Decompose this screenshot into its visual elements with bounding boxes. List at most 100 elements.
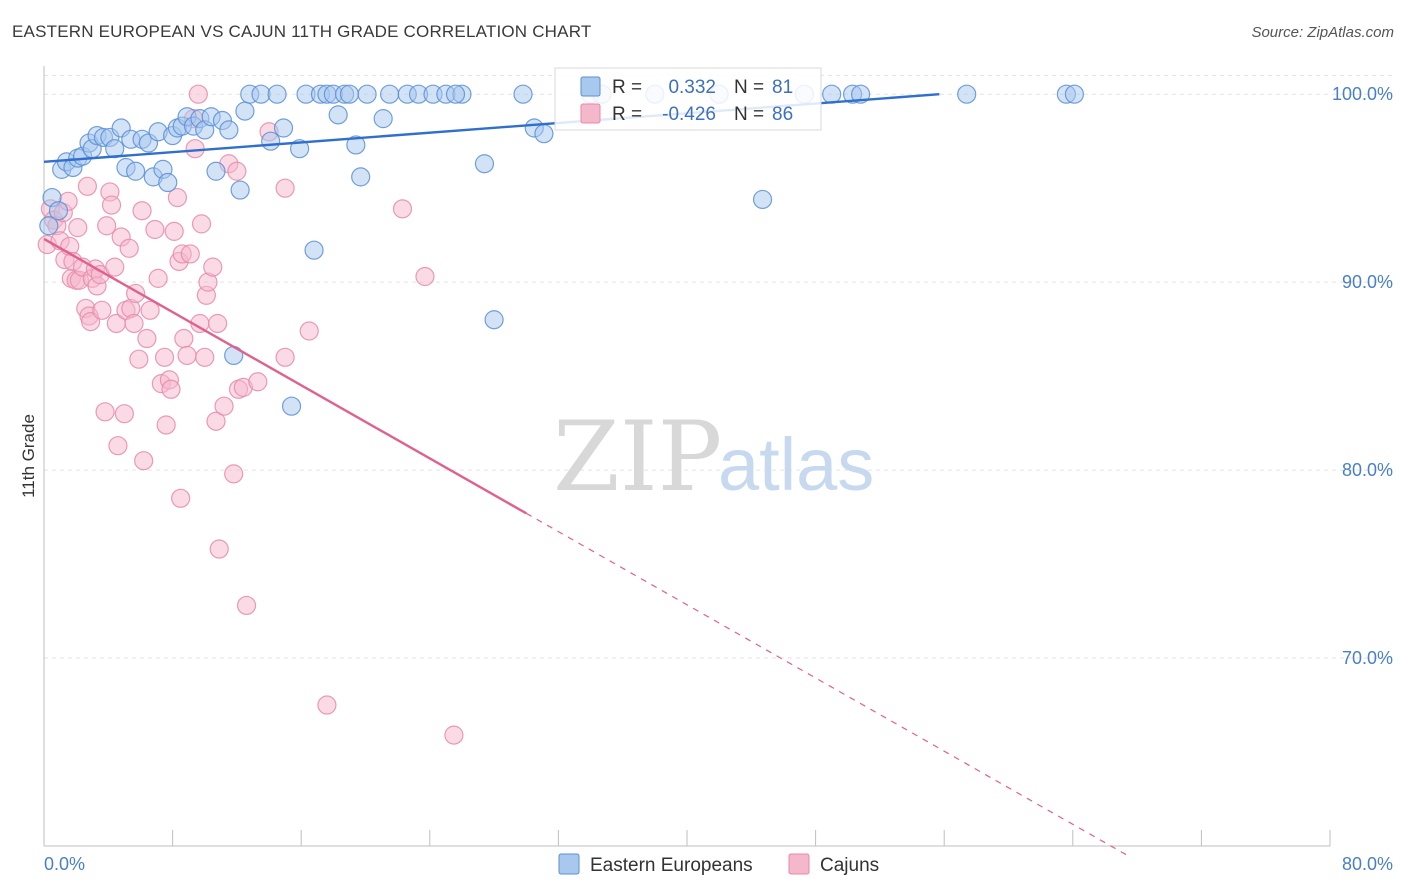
eastern-europeans-point — [1064, 84, 1085, 104]
cajuns-point — [317, 695, 337, 715]
x-axis-ticks — [43, 830, 1331, 846]
eastern-europeans-point — [752, 189, 773, 210]
eastern-europeans-point — [281, 396, 302, 416]
eastern-europeans-point — [48, 201, 69, 221]
legend-r-value-2: -0.426 — [662, 104, 716, 125]
eastern-europeans-point — [230, 180, 250, 200]
watermark-atlas: atlas — [718, 423, 874, 506]
cajuns-point — [154, 347, 175, 367]
cajuns-point — [164, 221, 184, 241]
eastern-europeans-point — [534, 124, 554, 144]
legend-r-label-1: R = — [612, 77, 642, 98]
cajuns-point — [188, 84, 208, 104]
cajuns-point — [77, 176, 98, 196]
grid-lines — [44, 74, 1393, 659]
eastern-europeans-point — [822, 84, 842, 104]
x-tick-label-max: 80.0% — [1342, 854, 1393, 874]
cajuns-point — [101, 195, 122, 215]
cajuns-point — [392, 199, 413, 219]
cajuns-point — [180, 244, 200, 264]
cajuns-point — [248, 372, 268, 392]
cajuns-points — [37, 84, 464, 745]
cajuns-point — [203, 257, 223, 277]
cajuns-point — [95, 402, 115, 422]
eastern-europeans-point — [346, 135, 366, 155]
cajuns-point — [161, 379, 181, 399]
cajuns-point — [299, 321, 319, 341]
cajuns-point — [275, 347, 295, 367]
cajuns-point — [148, 268, 168, 288]
cajuns-point — [145, 219, 165, 240]
eastern-europeans-point — [474, 154, 495, 174]
x-tick-label-min: 0.0% — [44, 854, 85, 874]
cajuns-point — [114, 404, 134, 424]
legend-n-label-1: N = — [734, 77, 764, 98]
cajuns-point — [105, 257, 125, 277]
legend-r-label-2: R = — [612, 104, 642, 125]
eastern-europeans-point — [251, 84, 271, 104]
cajuns-point — [171, 488, 191, 508]
legend-swatch-blue — [580, 76, 601, 97]
eastern-europeans-point — [373, 109, 393, 129]
cajuns-point — [209, 539, 229, 559]
cajuns-trend-line-extension — [525, 512, 1130, 857]
y-tick-label-80: 80.0% — [1342, 460, 1393, 480]
cajuns-point — [124, 313, 144, 334]
eastern-europeans-point — [328, 105, 348, 125]
cajuns-point — [415, 266, 435, 287]
cajuns-point — [119, 238, 139, 258]
cajuns-point — [214, 396, 234, 416]
eastern-europeans-point — [957, 84, 977, 104]
cajuns-point — [227, 161, 247, 181]
legend-r-value-1: 0.332 — [668, 77, 716, 98]
watermark-zip: ZIP — [553, 401, 722, 513]
legend-item-cajuns-swatch — [788, 853, 810, 875]
eastern-europeans-point — [484, 310, 504, 330]
cajuns-point — [236, 595, 257, 616]
cajuns-point — [92, 300, 112, 320]
legend-n-value-2: 86 — [772, 104, 793, 125]
cajuns-point — [68, 218, 88, 238]
eastern-europeans-point — [339, 84, 360, 104]
cajuns-point — [185, 139, 205, 159]
cajuns-point — [167, 187, 188, 208]
y-tick-label-70: 70.0% — [1342, 648, 1393, 668]
legend-item-cajuns: Cajuns — [820, 855, 879, 876]
eastern-europeans-point — [235, 101, 255, 121]
cajuns-point — [191, 214, 212, 234]
cajuns-point — [97, 216, 117, 236]
legend-item-eastern-europeans-swatch — [558, 853, 580, 875]
eastern-europeans-point — [39, 216, 59, 236]
cajuns-point — [108, 436, 128, 456]
eastern-europeans-point — [351, 167, 371, 187]
chart-title: EASTERN EUROPEAN VS CAJUN 11TH GRADE COR… — [12, 22, 592, 41]
eastern-europeans-point — [289, 139, 310, 159]
eastern-europeans-point — [267, 84, 287, 104]
eastern-europeans-point — [273, 118, 294, 138]
eastern-europeans-point — [158, 172, 178, 193]
y-tick-label-90: 90.0% — [1342, 272, 1393, 292]
cajuns-point — [140, 300, 160, 320]
eastern-europeans-point — [380, 84, 400, 104]
eastern-europeans-point — [219, 120, 239, 140]
cajuns-point — [208, 313, 228, 334]
cajuns-trend-line — [43, 237, 527, 515]
y-axis-label: 11th Grade — [19, 414, 38, 498]
cajuns-point — [444, 725, 464, 745]
cajuns-point — [132, 201, 152, 221]
legend-n-value-1: 81 — [772, 77, 793, 98]
cajuns-point — [156, 415, 176, 435]
eastern-europeans-point — [206, 161, 226, 181]
legend-n-label-2: N = — [734, 104, 764, 125]
cajuns-point — [134, 451, 154, 471]
y-tick-label-100: 100.0% — [1332, 84, 1393, 104]
cajuns-point — [137, 328, 157, 349]
cajuns-point — [206, 411, 226, 431]
y-axis-tick-labels: 70.0% 80.0% 90.0% 100.0% — [1332, 84, 1393, 668]
source-label: Source: ZipAtlas.com — [1251, 24, 1394, 41]
cajuns-point — [177, 345, 197, 366]
cajuns-point — [195, 347, 215, 367]
stats-legend: R = 0.332 N = 81 R = -0.426 N = 86 — [554, 67, 822, 131]
legend-item-eastern-europeans: Eastern Europeans — [590, 855, 753, 876]
